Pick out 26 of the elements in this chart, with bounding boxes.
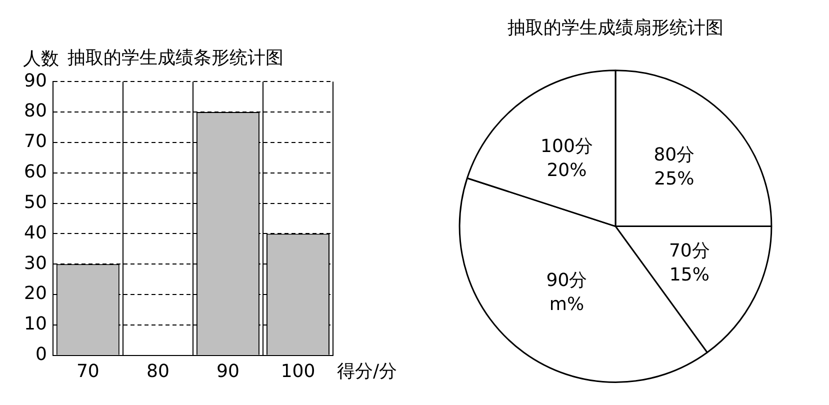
- data-label: m%: [549, 294, 584, 316]
- y-axis-title: 人数: [22, 48, 59, 70]
- y-tick-label: 60: [24, 162, 47, 183]
- y-tick-label: 50: [24, 192, 47, 213]
- x-tick-label: 90: [216, 360, 240, 382]
- y-tick-label: 70: [24, 131, 47, 152]
- x-tick-label: 80: [146, 360, 170, 382]
- data-label: 15%: [669, 264, 710, 286]
- data-label: 20%: [546, 160, 587, 181]
- x-axis-title: 得分/分: [337, 361, 398, 382]
- slice-label: 80分: [654, 144, 695, 166]
- y-tick-label: 30: [24, 252, 47, 274]
- slice-label: 90分: [546, 270, 588, 292]
- x-tick-label: 100: [280, 360, 316, 382]
- slice-label: 70分: [668, 240, 710, 262]
- y-tick-label: 0: [35, 344, 47, 366]
- y-tick-label: 40: [24, 222, 47, 244]
- y-tick-label: 10: [24, 314, 47, 335]
- y-tick-label: 80: [24, 100, 47, 122]
- chart-title: 抽取的学生成绩扇形统计图: [508, 17, 724, 38]
- y-tick-label: 90: [24, 70, 47, 92]
- chart-title: 抽取的学生成绩条形统计图: [68, 47, 284, 68]
- x-tick-label: 70: [76, 360, 100, 382]
- data-label: 25%: [654, 168, 694, 190]
- slice-label: 100分: [540, 136, 593, 157]
- y-tick-label: 20: [24, 283, 47, 304]
